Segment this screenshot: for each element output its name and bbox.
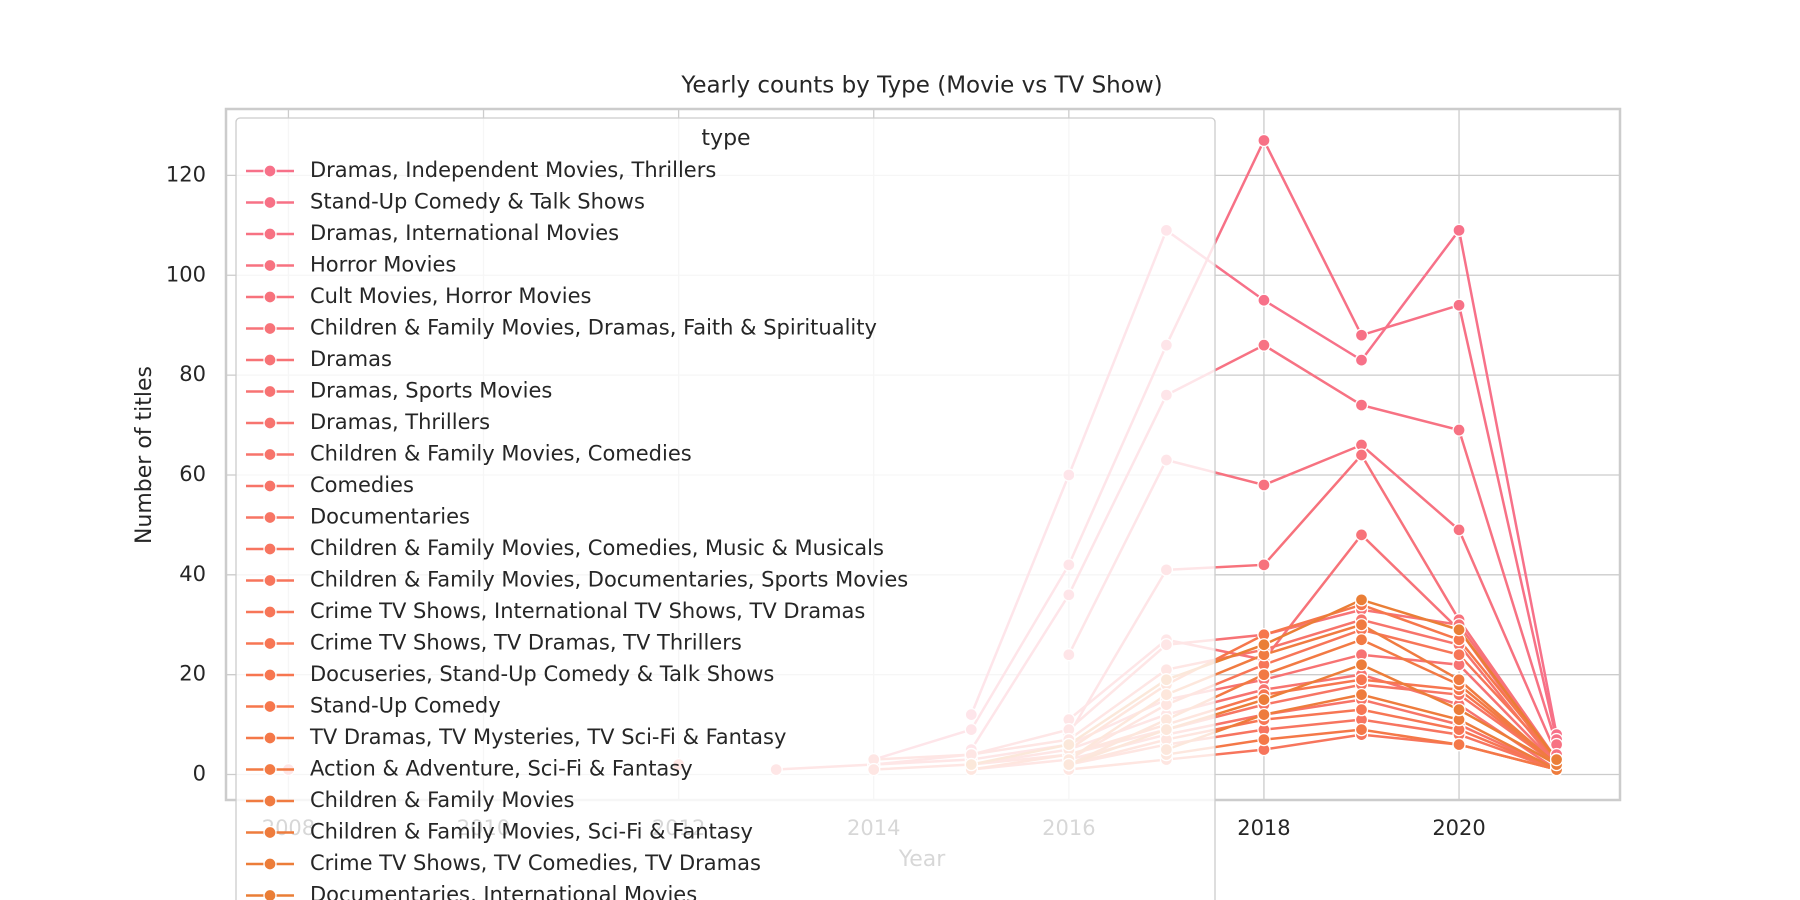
legend-label: Cult Movies, Horror Movies	[310, 284, 591, 308]
legend-swatch-marker	[263, 195, 277, 210]
x-tick-label: 2020	[1432, 816, 1485, 840]
legend-label: TV Dramas, TV Mysteries, TV Sci-Fi & Fan…	[309, 725, 786, 749]
legend-swatch-marker	[263, 227, 277, 241]
point	[1354, 448, 1369, 462]
legend-label: Dramas	[310, 347, 392, 371]
legend-swatch-marker	[263, 888, 277, 900]
legend-swatch-marker	[263, 510, 277, 525]
point	[1354, 618, 1369, 632]
point	[1452, 673, 1466, 687]
y-tick-label: 80	[179, 362, 206, 386]
legend-swatch-marker	[263, 699, 277, 714]
legend-swatch-marker	[263, 447, 277, 462]
point	[1257, 558, 1271, 572]
point	[1452, 737, 1466, 752]
legend-label: Children & Family Movies, Sci-Fi & Fanta…	[310, 820, 753, 844]
legend-swatch-marker	[263, 636, 277, 651]
point	[1354, 658, 1369, 672]
y-tick-label: 40	[179, 562, 206, 586]
point	[1257, 338, 1271, 352]
x-tick-label: 2018	[1237, 816, 1290, 840]
point	[1354, 328, 1369, 342]
legend-label: Dramas, Independent Movies, Thrillers	[310, 158, 716, 182]
point	[1257, 732, 1271, 747]
legend-label: Crime TV Shows, International TV Shows, …	[310, 599, 865, 623]
legend-swatch-marker	[263, 794, 277, 808]
point	[1549, 752, 1564, 767]
legend-swatch-marker	[263, 321, 277, 336]
point	[1452, 523, 1466, 537]
legend-swatch-marker	[263, 668, 277, 682]
legend-swatch-marker	[263, 731, 277, 745]
legend-swatch-marker	[263, 258, 277, 273]
point	[1257, 638, 1271, 652]
y-tick-label: 100	[166, 262, 206, 286]
point	[1452, 702, 1466, 717]
point	[1257, 478, 1271, 492]
point	[1354, 702, 1369, 717]
legend-swatch-marker	[263, 479, 277, 493]
legend-label: Action & Adventure, Sci-Fi & Fantasy	[310, 757, 693, 781]
legend-label: Comedies	[310, 473, 414, 497]
point	[1354, 673, 1369, 687]
point	[1257, 707, 1271, 722]
legend-label: Dramas, International Movies	[310, 221, 619, 245]
legend-swatch-marker	[263, 825, 277, 840]
point	[1452, 423, 1466, 437]
legend-label: Crime TV Shows, TV Comedies, TV Dramas	[310, 851, 761, 875]
point	[1257, 668, 1271, 682]
y-tick-label: 60	[179, 462, 206, 486]
legend-label: Dramas, Thrillers	[310, 410, 490, 434]
point	[1257, 692, 1271, 707]
y-axis-label: Number of titles	[132, 366, 157, 544]
y-tick-label: 0	[193, 762, 206, 786]
point	[1354, 353, 1369, 367]
legend-label: Children & Family Movies, Dramas, Faith …	[310, 316, 877, 340]
legend-swatch-marker	[263, 542, 277, 556]
point	[1354, 722, 1369, 737]
legend-label: Stand-Up Comedy & Talk Shows	[310, 190, 645, 214]
legend-swatch-marker	[263, 353, 277, 367]
legend-swatch-marker	[263, 605, 277, 619]
legend-label: Horror Movies	[310, 253, 456, 277]
point	[1354, 633, 1369, 647]
point	[1452, 223, 1466, 237]
point	[1452, 648, 1466, 662]
y-tick-label: 120	[166, 162, 206, 186]
point	[1354, 688, 1369, 702]
legend-box	[235, 117, 1216, 900]
point	[1257, 293, 1271, 307]
legend-label: Documentaries	[310, 505, 470, 529]
legend-swatch-marker	[263, 573, 277, 588]
legend-label: Crime TV Shows, TV Dramas, TV Thrillers	[310, 631, 742, 655]
legend-swatch-marker	[263, 290, 277, 304]
point	[1452, 298, 1466, 312]
point	[1354, 398, 1369, 412]
legend-swatch-marker	[263, 164, 277, 178]
legend-label: Docuseries, Stand-Up Comedy & Talk Shows	[310, 662, 774, 686]
legend-swatch-marker	[263, 762, 277, 777]
point	[1354, 593, 1369, 607]
chart-title: Yearly counts by Type (Movie vs TV Show)	[680, 73, 1162, 99]
legend-label: Stand-Up Comedy	[310, 694, 501, 718]
legend-title: type	[701, 126, 750, 151]
point	[1257, 133, 1271, 148]
legend-label: Children & Family Movies, Comedies	[310, 442, 692, 466]
legend-label: Children & Family Movies	[310, 788, 574, 812]
legend-label: Children & Family Movies, Comedies, Musi…	[310, 536, 884, 560]
y-tick-label: 20	[179, 662, 206, 686]
legend-label: Documentaries, International Movies	[310, 883, 697, 900]
legend-label: Children & Family Movies, Documentaries,…	[310, 568, 908, 592]
legend: type Dramas, Independent Movies, Thriller…	[235, 117, 1216, 900]
legend-swatch-marker	[263, 384, 277, 399]
legend-swatch-marker	[263, 416, 277, 430]
legend-swatch-marker	[263, 857, 277, 871]
point	[1354, 528, 1369, 542]
legend-label: Dramas, Sports Movies	[310, 379, 552, 403]
point	[1452, 623, 1466, 637]
